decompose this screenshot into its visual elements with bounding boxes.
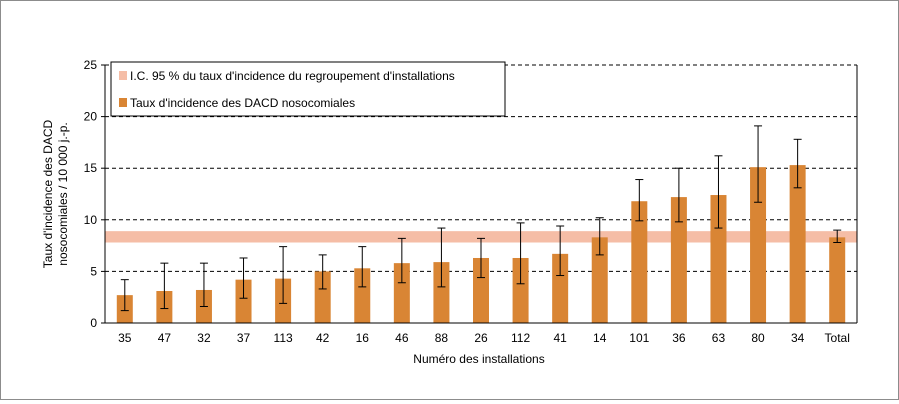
x-tick-label: 47 xyxy=(158,331,172,345)
x-tick-label: 35 xyxy=(118,331,132,345)
axes xyxy=(101,64,858,324)
x-tick-label: 88 xyxy=(435,331,449,345)
x-tick-label: 32 xyxy=(197,331,211,345)
bar-80 xyxy=(750,167,767,323)
legend-swatch-ci-band xyxy=(119,71,127,80)
x-tick-label: 80 xyxy=(751,331,765,345)
bar-46 xyxy=(393,263,410,323)
ci-band-layer xyxy=(105,231,857,243)
bar-101 xyxy=(631,201,648,323)
legend-swatch-rate xyxy=(119,98,127,107)
y-tick-label: 20 xyxy=(84,110,98,124)
x-tick-label: 26 xyxy=(474,331,488,345)
gridlines xyxy=(105,64,857,272)
y-tick-label: 0 xyxy=(90,316,97,330)
x-axis-title: Numéro des installations xyxy=(413,352,544,366)
x-tick-label: 16 xyxy=(356,331,370,345)
bar-63 xyxy=(710,195,727,323)
bar-112 xyxy=(512,257,529,323)
bar-14 xyxy=(591,237,608,323)
y-axis-title-line2: nosocomiales / 10 000 j.-p. xyxy=(56,122,70,265)
x-tick-label: 42 xyxy=(316,331,330,345)
legend-label-rate: Taux d'incidence des DACD nosocomiales xyxy=(130,96,355,110)
y-tick-label: 5 xyxy=(90,264,97,278)
bar-37 xyxy=(235,279,252,323)
bar-34 xyxy=(789,165,806,323)
tick-labels: 0 5 10 15 20 25 35 47 32 37 113 42 16 46 88 26 112 41 14 10… xyxy=(84,58,850,345)
y-tick-label: 10 xyxy=(84,213,98,227)
x-tick-label: 14 xyxy=(593,331,607,345)
x-tick-label: 37 xyxy=(237,331,251,345)
bars xyxy=(116,165,846,323)
x-tick-label: 46 xyxy=(395,331,409,345)
x-tick-label: Total xyxy=(825,331,850,345)
x-tick-label: 112 xyxy=(511,331,530,345)
bar-36 xyxy=(670,197,687,323)
legend: I.C. 95 % du taux d'incidence du regroup… xyxy=(110,61,506,117)
x-tick-label: 34 xyxy=(791,331,805,345)
bar-41 xyxy=(552,253,569,323)
legend-label-ci-band: I.C. 95 % du taux d'incidence du regroup… xyxy=(130,69,455,83)
y-tick-label: 15 xyxy=(84,161,98,175)
x-tick-label: 101 xyxy=(629,331,649,345)
x-tick-label: 36 xyxy=(672,331,686,345)
error-bars xyxy=(120,125,842,312)
bar-26 xyxy=(473,257,489,323)
x-tick-label: 63 xyxy=(712,331,726,345)
x-tick-label: 41 xyxy=(553,331,567,345)
ci-band xyxy=(105,231,857,243)
y-tick-label: 25 xyxy=(84,58,98,72)
bar-88 xyxy=(433,262,450,323)
bar-16 xyxy=(354,268,371,323)
y-axis-title-line1: Taux d'incidence des DACD xyxy=(41,119,55,268)
bar-Total xyxy=(829,237,846,323)
legend-box xyxy=(110,61,506,117)
x-tick-label: 113 xyxy=(274,331,293,345)
bar-42 xyxy=(314,271,331,323)
